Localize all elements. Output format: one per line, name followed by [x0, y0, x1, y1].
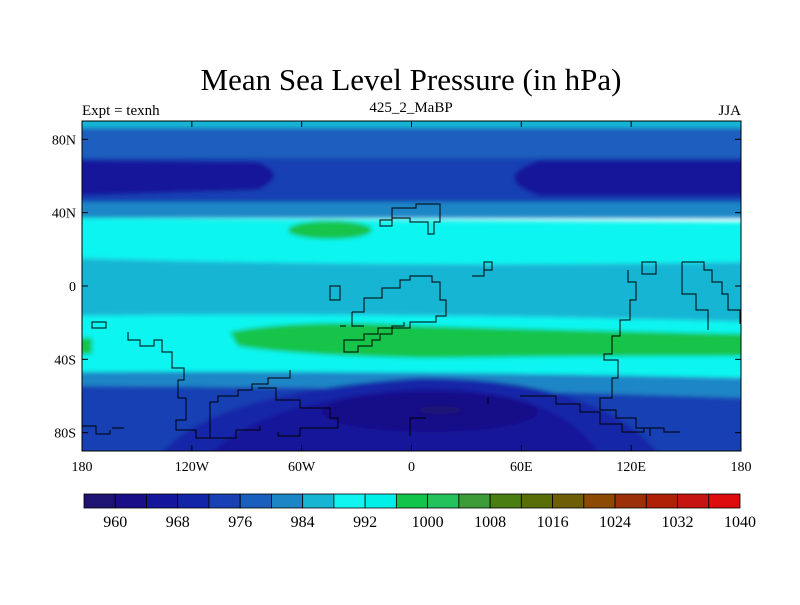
colorbar-label: 1024 — [599, 514, 631, 531]
band-north-edge — [82, 121, 741, 130]
colorbar-label: 1000 — [412, 514, 444, 531]
colorbar-swatch — [395, 493, 429, 509]
band-subtropics-north — [82, 218, 741, 265]
coastline-south-america — [91, 321, 291, 439]
colorbar: 960 968 976 984 992 1000 1008 1016 1024 1032 1040 — [83, 493, 756, 531]
colorbar-swatch — [208, 493, 241, 509]
colorbar-label: 960 — [103, 514, 127, 531]
colorbar-swatch — [520, 493, 553, 509]
northern-low-east — [514, 160, 741, 196]
colorbar-label: 1016 — [537, 514, 569, 531]
colorbar-swatch — [83, 493, 116, 509]
colorbar-swatch — [427, 493, 460, 509]
colorbar-label: 976 — [228, 514, 252, 531]
colorbar-label: 992 — [353, 514, 377, 531]
polar-low-center — [418, 406, 462, 414]
y-tick-label: 0 — [69, 280, 76, 295]
x-tick-label: 60E — [510, 460, 533, 475]
colorbar-swatch — [458, 493, 491, 509]
colorbar-swatch — [114, 493, 147, 509]
colorbar-label: 1040 — [724, 514, 756, 531]
colorbar-swatch — [333, 493, 366, 509]
y-tick-label: 40S — [54, 353, 76, 368]
northern-low-west — [82, 160, 274, 196]
colorbar-swatch — [364, 493, 397, 509]
x-axis: 180 120W 60W 0 60E 120E 180 — [72, 121, 752, 475]
colorbar-swatch — [645, 493, 678, 509]
colorbar-swatch — [677, 493, 710, 509]
pressure-bands — [82, 121, 741, 451]
x-tick-label: 60W — [288, 460, 316, 475]
x-tick-label: 180 — [72, 460, 93, 475]
colorbar-label: 1032 — [662, 514, 694, 531]
y-tick-label: 80N — [52, 133, 76, 148]
colorbar-swatch — [302, 493, 335, 509]
colorbar-swatch — [614, 493, 647, 509]
colorbar-swatch — [708, 493, 741, 509]
x-tick-label: 0 — [408, 460, 415, 475]
coastline-asia-islands — [472, 261, 651, 436]
colorbar-swatch — [583, 493, 616, 509]
season-label: JJA — [718, 103, 741, 119]
band-tropics — [82, 258, 741, 322]
colorbar-swatch — [239, 493, 272, 509]
y-axis: 80N 40N 0 40S 80S — [52, 133, 741, 442]
coastline-indonesia — [641, 261, 741, 330]
colorbar-label: 984 — [291, 514, 315, 531]
chart-title: Mean Sea Level Pressure (in hPa) — [201, 62, 622, 97]
subtropical-high-north — [288, 221, 372, 239]
x-tick-label: 120E — [616, 460, 646, 475]
x-tick-label: 120W — [175, 460, 210, 475]
coastline-europe — [379, 203, 441, 235]
period-label: 425_2_MaBP — [369, 100, 452, 116]
colorbar-swatch — [552, 493, 585, 509]
coastline-africa — [329, 275, 447, 353]
band-arctic — [82, 128, 741, 162]
x-tick-label: 180 — [731, 460, 752, 475]
colorbar-swatch — [271, 493, 304, 509]
coastline-antarctica-west — [112, 426, 261, 439]
colorbar-label: 968 — [166, 514, 190, 531]
colorbar-swatch — [177, 493, 210, 509]
coastline-antarctica — [82, 387, 680, 437]
coastlines — [82, 203, 741, 439]
map-plot — [82, 121, 741, 451]
colorbar-swatch — [489, 493, 522, 509]
y-tick-label: 40N — [52, 207, 76, 222]
subtropical-high-south-west — [82, 338, 92, 354]
y-tick-label: 80S — [54, 427, 76, 442]
experiment-label: Expt = texnh — [82, 103, 160, 119]
colorbar-label: 1008 — [474, 514, 506, 531]
band-midlat-north — [82, 202, 741, 218]
colorbar-swatch — [146, 493, 179, 509]
